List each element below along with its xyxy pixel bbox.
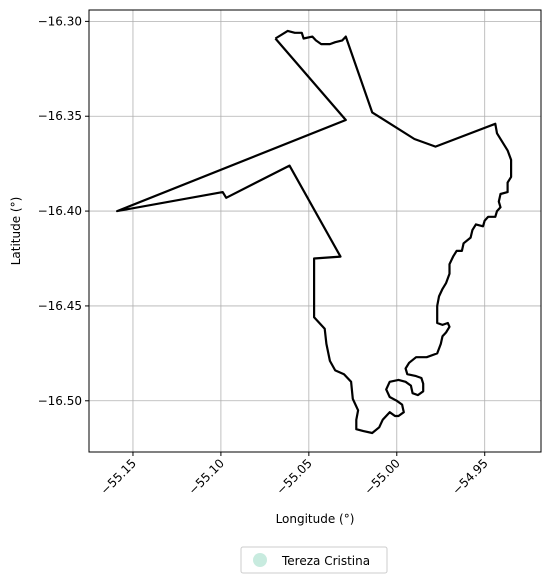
- legend-box: [240, 546, 388, 574]
- legend-label: Tereza Cristina: [281, 554, 370, 568]
- y-tick-label-0: −16.30: [38, 14, 82, 28]
- plot-frame: [88, 9, 542, 453]
- boundary-layer: [115, 29, 513, 435]
- y-axis-label: Latitude (°): [9, 197, 23, 266]
- legend: Tereza Cristina: [240, 546, 388, 574]
- x-tick-label-0: −55.15: [98, 456, 139, 497]
- x-tick-label-3: −55.00: [362, 456, 403, 497]
- y-tick-label-2: −16.40: [38, 204, 82, 218]
- legend-marker-icon: [253, 553, 267, 567]
- x-tick-label-1: −55.10: [186, 456, 227, 497]
- x-axis-label: Longitude (°): [276, 512, 355, 526]
- territory-boundary: [115, 29, 513, 435]
- y-axis-ticks: −16.30 −16.35 −16.40 −16.45 −16.50: [38, 14, 89, 408]
- y-tick-label-1: −16.35: [38, 109, 82, 123]
- x-tick-label-4: −54.95: [450, 456, 491, 497]
- x-tick-label-2: −55.05: [274, 456, 315, 497]
- x-axis-ticks: −55.15 −55.10 −55.05 −55.00 −54.95: [98, 452, 491, 498]
- y-tick-label-3: −16.45: [38, 299, 82, 313]
- y-tick-label-4: −16.50: [38, 394, 82, 408]
